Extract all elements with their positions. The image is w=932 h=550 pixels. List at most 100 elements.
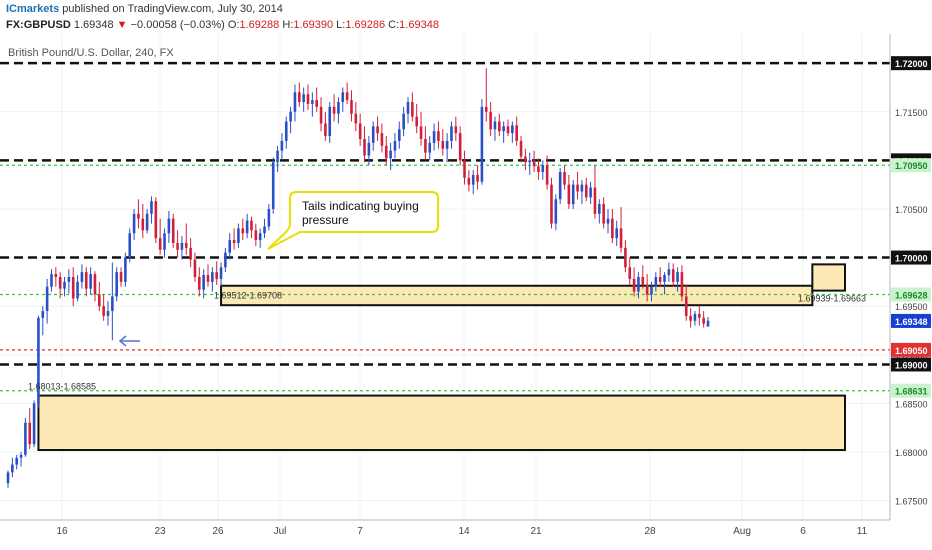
candle-body: [584, 184, 588, 198]
candle-body: [532, 160, 536, 167]
green-level-tag-bg: [891, 383, 931, 398]
green-level-tag: 1.70950: [895, 161, 928, 171]
candle-body: [50, 274, 53, 287]
candle-body: [271, 162, 275, 209]
candle-body: [311, 100, 314, 104]
candle-body: [580, 184, 584, 192]
candle-body: [484, 106, 488, 112]
candle-body: [89, 274, 92, 289]
candle-body: [684, 296, 688, 316]
callout-text-line1: Tails indicating buying: [302, 199, 419, 213]
candle-body: [641, 277, 645, 285]
callout-bubble: [267, 191, 439, 250]
candle-body: [341, 92, 345, 103]
black-level-tag-bg: [891, 357, 931, 372]
candle-body: [328, 106, 332, 137]
candle-body: [45, 286, 49, 312]
candle-body: [628, 267, 632, 279]
candle-body: [6, 472, 10, 484]
candle-body: [493, 121, 497, 130]
zone-right: [811, 263, 847, 292]
candle-body: [489, 111, 492, 130]
candle-body: [19, 454, 23, 458]
price-chart[interactable]: 1.68013-1.68585 1.69512-1.69708 1.69939-1.…: [0, 34, 932, 550]
candle-body: [376, 126, 379, 134]
candle-body: [393, 140, 397, 151]
zone-low-label: 1.68013-1.68585: [28, 382, 96, 392]
change-arrow-icon: ▼: [116, 19, 128, 31]
candle-body: [115, 272, 118, 297]
candle-body: [363, 138, 366, 156]
candle-body: [293, 92, 297, 112]
black-level-tag: 1.70000: [895, 254, 928, 264]
candle-body: [480, 106, 484, 182]
candle-body: [206, 275, 210, 282]
candle-body: [102, 306, 105, 316]
candle-body: [671, 269, 675, 282]
candle-body: [706, 320, 710, 327]
candle-body: [424, 138, 427, 153]
candle-body: [515, 125, 518, 141]
candle-body: [398, 129, 401, 141]
candle-body: [150, 201, 153, 214]
candle-body: [467, 177, 471, 185]
close-label: C:: [388, 19, 400, 31]
candle-body: [163, 233, 166, 250]
black-level-tag-bg: [891, 250, 931, 265]
candle-body: [67, 277, 71, 282]
candle-body: [432, 131, 436, 143]
candle-body: [380, 133, 384, 146]
candle-body: [511, 125, 514, 134]
open-label: O:: [227, 19, 240, 31]
candle-body: [371, 126, 375, 143]
candle-body: [506, 126, 510, 134]
candle-body: [302, 94, 305, 103]
candle-body: [211, 272, 214, 282]
candle-body: [558, 172, 562, 200]
candle-body: [619, 228, 623, 248]
candle-body: [415, 116, 418, 127]
candle-body: [528, 160, 532, 163]
candle-body: [698, 313, 701, 318]
candle-body: [332, 106, 336, 114]
annotations: 1.68013-1.68585 1.69512-1.69708 1.69939-1.…: [28, 191, 866, 392]
candle-body: [654, 277, 658, 287]
candle-body: [428, 142, 432, 153]
candle-body: [663, 275, 666, 282]
candle-body: [637, 277, 640, 292]
candle-body: [76, 281, 79, 299]
low-label: L:: [336, 19, 346, 31]
black-level-tag-bg: [891, 56, 931, 71]
candle-body: [24, 422, 27, 455]
time-axis-labels[interactable]: 16 23 26 Jul 7 14 21 28 Aug 6 11: [56, 526, 867, 537]
price-tags: 1.720001.710001.700001.690001.709501.696…: [891, 56, 931, 398]
published-text: published on TradingView.com, July 30, 2…: [59, 3, 283, 15]
candle-body: [476, 174, 479, 182]
candle-body: [350, 100, 353, 114]
candle-body: [84, 272, 88, 289]
candle-body: [98, 294, 101, 307]
last-price: 1.69348: [73, 19, 114, 31]
symbol-label[interactable]: FX:GBPUSD: [6, 19, 71, 31]
green-level-tag: 1.69628: [895, 290, 928, 300]
candle-body: [15, 457, 18, 465]
chart-title: British Pound/U.S. Dollar, 240, FX: [8, 47, 174, 59]
candle-body: [137, 213, 140, 219]
candle-body: [32, 403, 36, 445]
red-level-tag-bg: [891, 342, 931, 357]
candle-body: [41, 311, 45, 318]
x-tick-label: Aug: [733, 526, 751, 537]
candle-body: [602, 204, 605, 224]
x-tick-label: 11: [857, 526, 868, 537]
y-tick-label: 1.69500: [895, 302, 928, 312]
candle-body: [63, 281, 66, 289]
publisher-link[interactable]: ICmarkets: [6, 3, 60, 15]
candle-body: [250, 220, 253, 231]
candle-body: [441, 140, 445, 149]
candle-body: [624, 247, 627, 268]
candle-body: [37, 317, 40, 404]
candle-body: [437, 131, 440, 141]
candle-body: [563, 172, 566, 185]
y-tick-label: 1.68000: [895, 448, 928, 458]
candle-body: [193, 259, 197, 277]
